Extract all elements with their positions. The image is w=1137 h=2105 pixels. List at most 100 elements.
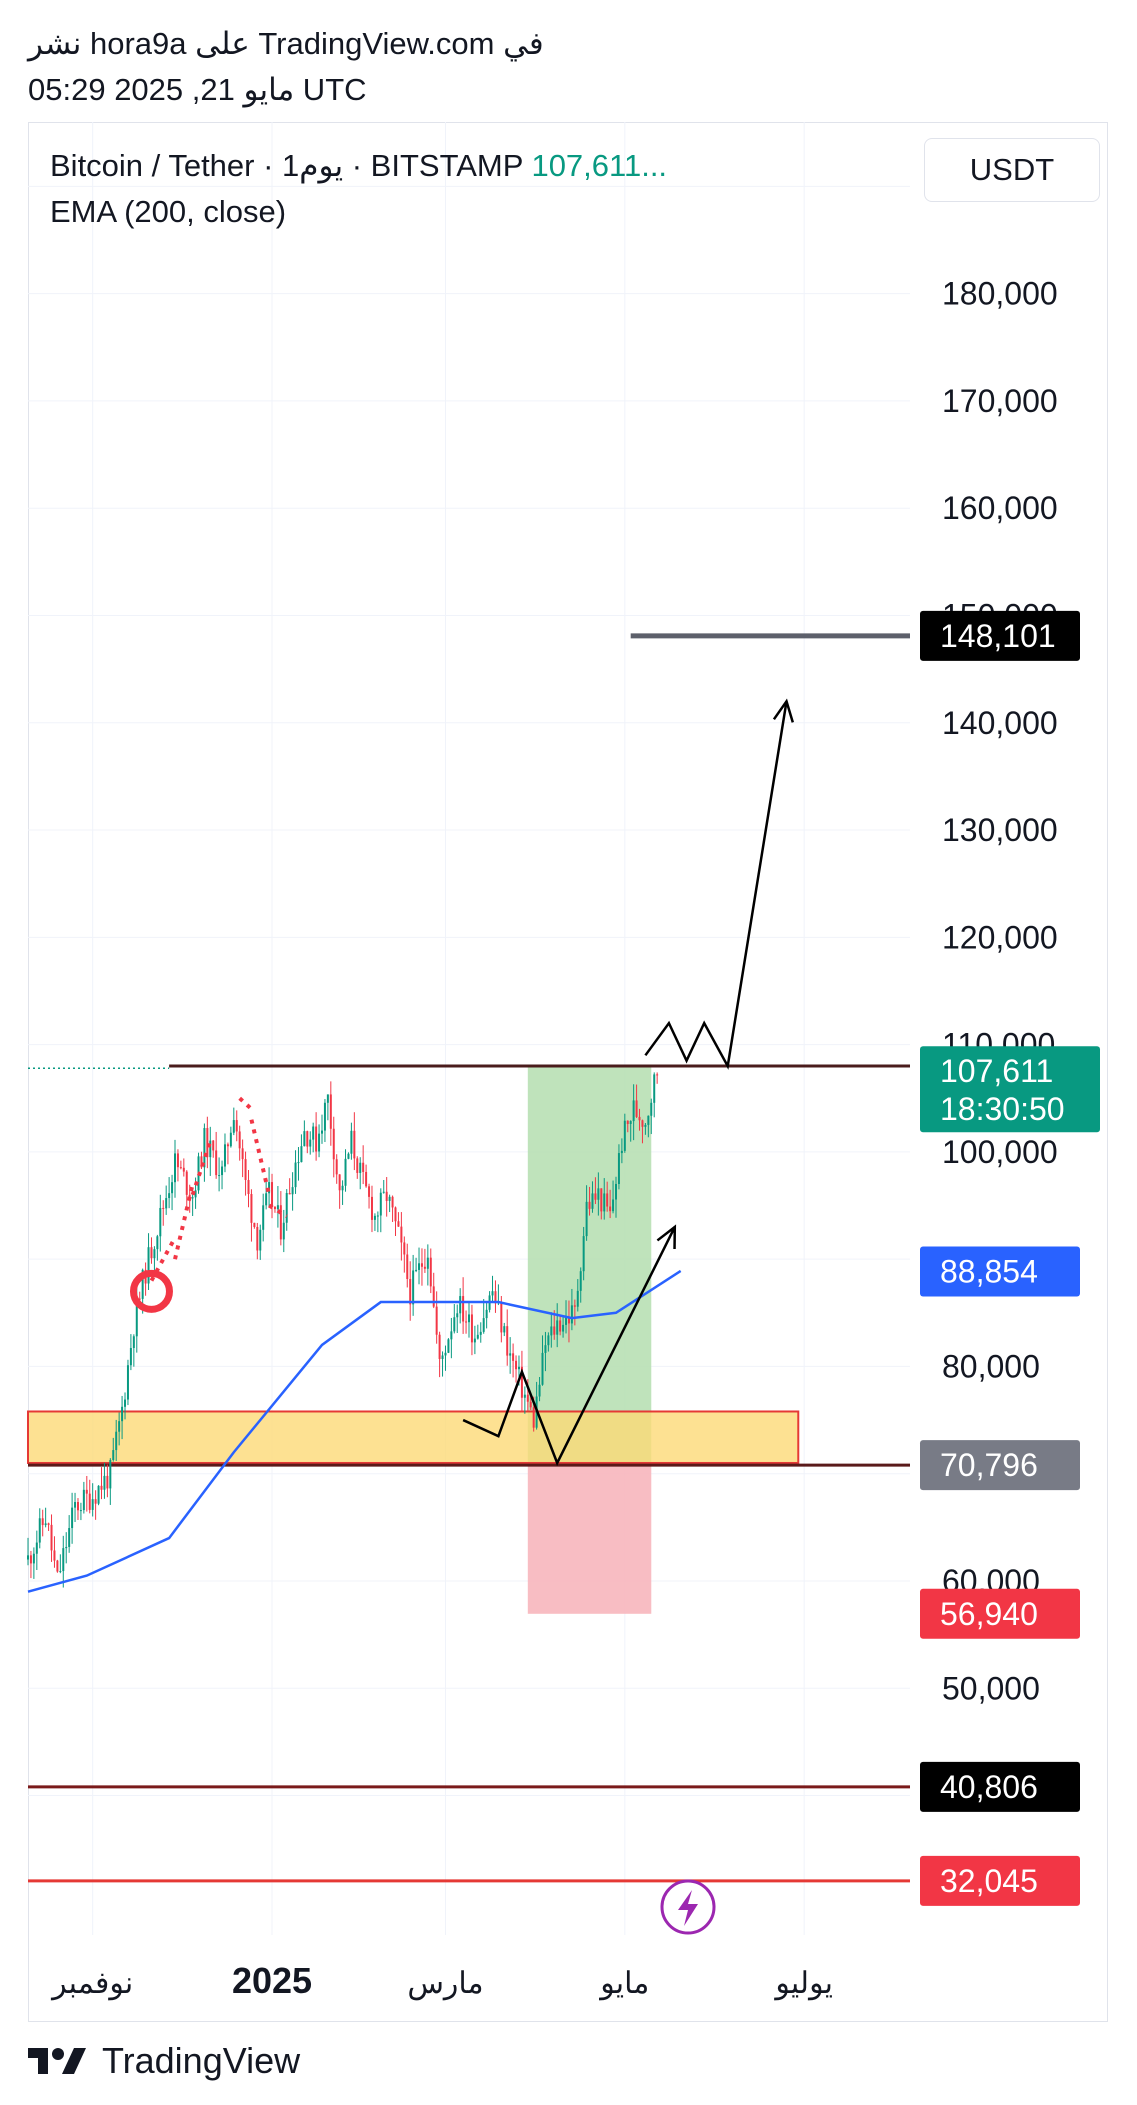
footer-brand[interactable]: TradingView (28, 2040, 300, 2082)
price-tag-148,101[interactable] (920, 610, 1080, 661)
arrow-head-0 (656, 1224, 677, 1249)
drawn-path-1[interactable] (644, 701, 788, 1070)
candle (44, 1523, 47, 1526)
candle (635, 1100, 638, 1117)
candle (559, 1320, 562, 1332)
candle (450, 1331, 453, 1340)
candle (370, 1196, 373, 1220)
candle (473, 1338, 476, 1343)
candle (71, 1507, 74, 1529)
profit-area[interactable] (527, 1066, 652, 1463)
drawn-path-0[interactable] (462, 1226, 676, 1467)
candle (600, 1188, 603, 1212)
candle (188, 1194, 191, 1199)
candle (641, 1120, 644, 1127)
candle (121, 1406, 124, 1422)
candle (50, 1524, 53, 1551)
candle (294, 1162, 297, 1188)
candle (588, 1201, 591, 1209)
price-tag-88,854[interactable] (920, 1246, 1080, 1297)
candle (550, 1326, 553, 1336)
candle (373, 1215, 376, 1220)
candle (465, 1321, 468, 1323)
candle (509, 1353, 512, 1356)
candle (526, 1394, 529, 1402)
candle (491, 1291, 494, 1296)
candle (238, 1131, 241, 1149)
candle (468, 1314, 470, 1323)
dotted-trail (249, 1119, 272, 1196)
candle (247, 1179, 250, 1195)
tradingview-logo-icon (28, 2048, 86, 2074)
candle (409, 1279, 412, 1305)
candle (59, 1571, 62, 1573)
candle (638, 1116, 641, 1121)
price-tag-40,806[interactable] (920, 1761, 1080, 1812)
loss-area[interactable] (527, 1462, 652, 1614)
countdown-text: 18:30:50 (940, 1091, 1065, 1127)
candle (582, 1236, 585, 1272)
y-tick-label: 50,000 (942, 1670, 1040, 1706)
legend-symbol[interactable]: Bitcoin / Tether · 1يوم · BITSTAMP 107,6… (50, 148, 667, 184)
ema-line[interactable] (27, 1269, 682, 1593)
candle (156, 1236, 159, 1250)
candle (503, 1326, 506, 1333)
candle (68, 1528, 71, 1547)
y-tick-label: 170,000 (942, 383, 1058, 419)
candle (629, 1121, 632, 1124)
x-tick-label: يوليو (773, 1967, 833, 2001)
y-tick-label: 120,000 (942, 919, 1058, 955)
candle (135, 1298, 138, 1337)
candle (447, 1339, 450, 1353)
candle (426, 1257, 429, 1269)
candle (85, 1489, 88, 1494)
candle (103, 1475, 106, 1490)
candle (76, 1502, 79, 1511)
dotted-trail (238, 1096, 253, 1111)
candle (565, 1316, 568, 1325)
candle (403, 1242, 406, 1255)
price-tag-70,796[interactable] (920, 1440, 1080, 1491)
candle (423, 1266, 426, 1269)
candle (418, 1263, 421, 1270)
candle (271, 1182, 274, 1207)
candle (576, 1290, 579, 1307)
candle (126, 1365, 129, 1400)
candle (620, 1150, 623, 1154)
candle (644, 1124, 647, 1127)
candle (623, 1120, 626, 1151)
candle (382, 1191, 385, 1193)
candle (38, 1518, 41, 1543)
candle (494, 1291, 497, 1304)
dotted-trail (149, 1236, 177, 1282)
candle (191, 1197, 194, 1199)
candle (347, 1153, 350, 1159)
candle (547, 1335, 550, 1346)
candle (65, 1546, 68, 1549)
candle (391, 1196, 394, 1208)
price-tag-107,611[interactable] (920, 1046, 1100, 1133)
candle (541, 1352, 544, 1385)
candle (520, 1366, 523, 1398)
price-tag-56,940[interactable] (920, 1588, 1080, 1639)
candle (365, 1171, 368, 1187)
candle (203, 1128, 206, 1168)
candle (215, 1150, 218, 1176)
candle (515, 1360, 518, 1370)
legend-indicator[interactable]: EMA (200, close) (50, 194, 287, 229)
signal-marker[interactable] (129, 1269, 173, 1313)
candle (174, 1153, 176, 1183)
candle (315, 1126, 318, 1152)
candle (650, 1102, 653, 1116)
candle (570, 1305, 573, 1324)
y-tick-label: 180,000 (942, 276, 1058, 312)
support-zone[interactable] (27, 1410, 800, 1464)
candle (420, 1263, 423, 1267)
price-tag-32,045[interactable] (920, 1855, 1080, 1906)
currency-button[interactable]: USDT (924, 138, 1100, 202)
candle (162, 1207, 165, 1209)
candle (91, 1499, 94, 1510)
candle (609, 1206, 612, 1212)
candle (656, 1074, 659, 1076)
